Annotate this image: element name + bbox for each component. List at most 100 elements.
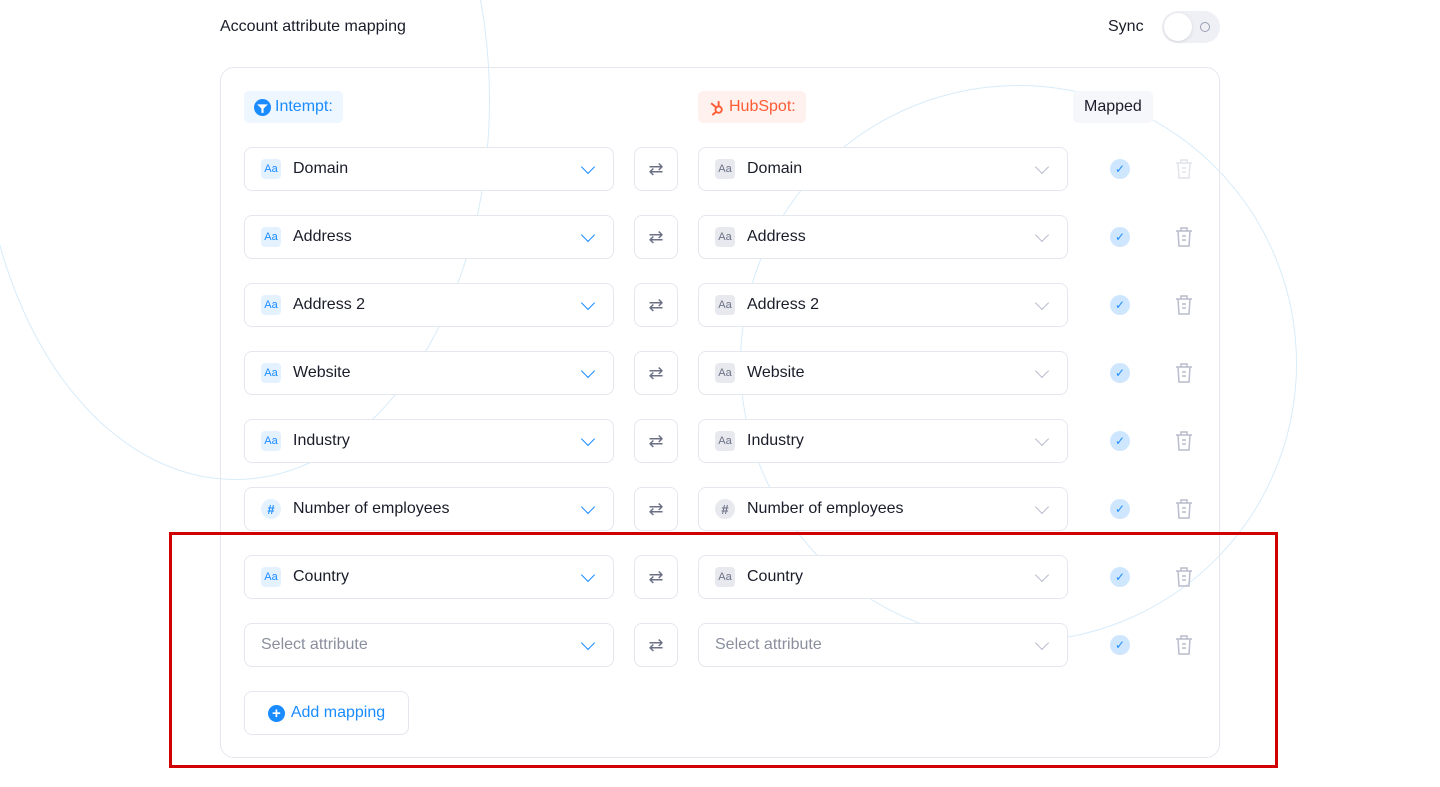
mapping-card: [220, 67, 1220, 758]
mapped-check-icon[interactable]: ✓: [1110, 227, 1130, 247]
swap-arrows-icon: ⇄: [648, 362, 664, 383]
hubspot-attribute-select[interactable]: Aa Website: [698, 351, 1068, 395]
text-type-icon: Aa: [715, 159, 735, 179]
intempt-attribute-select[interactable]: Aa Domain: [244, 147, 614, 191]
mapped-check-icon[interactable]: ✓: [1110, 295, 1130, 315]
left-attribute-value: Domain: [293, 160, 349, 177]
hubspot-attribute-select[interactable]: Aa Country: [698, 555, 1068, 599]
swap-button[interactable]: ⇄: [634, 623, 678, 667]
intempt-attribute-select[interactable]: Aa Address 2: [244, 283, 614, 327]
delete-row-trash-icon[interactable]: [1174, 158, 1194, 185]
swap-button[interactable]: ⇄: [634, 419, 678, 463]
hubspot-attribute-select[interactable]: Aa Address: [698, 215, 1068, 259]
intempt-attribute-select[interactable]: Aa Country: [244, 555, 614, 599]
left-attribute-value: Country: [293, 568, 350, 585]
section-title: Account attribute mapping: [220, 18, 406, 35]
mapped-check-icon[interactable]: ✓: [1110, 499, 1130, 519]
chevron-down-icon: [1034, 227, 1050, 243]
text-type-icon: Aa: [261, 159, 281, 179]
number-type-icon: #: [261, 499, 281, 519]
right-attribute-value: Industry: [747, 432, 804, 449]
chevron-down-icon: [580, 431, 596, 447]
swap-button[interactable]: ⇄: [634, 555, 678, 599]
plus-circle-icon: +: [267, 704, 285, 722]
chevron-down-icon: [1034, 499, 1050, 515]
mapped-check-icon[interactable]: ✓: [1110, 635, 1130, 655]
hubspot-attribute-select[interactable]: Aa Address 2: [698, 283, 1068, 327]
text-type-icon: Aa: [715, 567, 735, 587]
swap-arrows-icon: ⇄: [648, 566, 664, 587]
hubspot-logo-icon: [710, 100, 723, 116]
intempt-label: Intempt:: [275, 98, 333, 115]
chevron-down-icon: [1034, 295, 1050, 311]
intempt-attribute-select[interactable]: Aa Address: [244, 215, 614, 259]
chevron-down-icon: [580, 635, 596, 651]
delete-row-trash-icon[interactable]: [1174, 430, 1194, 457]
swap-button[interactable]: ⇄: [634, 283, 678, 327]
text-type-icon: Aa: [261, 431, 281, 451]
swap-button[interactable]: ⇄: [634, 215, 678, 259]
chevron-down-icon: [1034, 159, 1050, 175]
text-type-icon: Aa: [715, 295, 735, 315]
intempt-logo-icon: [254, 98, 271, 116]
hubspot-label: HubSpot:: [729, 98, 796, 115]
swap-arrows-icon: ⇄: [648, 430, 664, 451]
intempt-attribute-select[interactable]: Aa Website: [244, 351, 614, 395]
chevron-down-icon: [580, 159, 596, 175]
swap-button[interactable]: ⇄: [634, 351, 678, 395]
right-attribute-value: Number of employees: [747, 500, 904, 517]
swap-arrows-icon: ⇄: [648, 294, 664, 315]
text-type-icon: Aa: [715, 363, 735, 383]
hubspot-attribute-select[interactable]: Aa Domain: [698, 147, 1068, 191]
chevron-down-icon: [580, 227, 596, 243]
text-type-icon: Aa: [715, 431, 735, 451]
mapped-check-icon[interactable]: ✓: [1110, 567, 1130, 587]
hubspot-attribute-select[interactable]: Aa Industry: [698, 419, 1068, 463]
delete-row-trash-icon[interactable]: [1174, 498, 1194, 525]
sync-toggle[interactable]: [1162, 11, 1220, 43]
intempt-attribute-select[interactable]: Aa Industry: [244, 419, 614, 463]
intempt-attribute-select[interactable]: # Number of employees: [244, 487, 614, 531]
delete-row-trash-icon[interactable]: [1174, 294, 1194, 321]
chevron-down-icon: [1034, 431, 1050, 447]
swap-button[interactable]: ⇄: [634, 147, 678, 191]
text-type-icon: Aa: [261, 227, 281, 247]
mapped-header: Mapped: [1073, 91, 1153, 123]
intempt-header: Intempt:: [244, 91, 343, 123]
text-type-icon: Aa: [261, 567, 281, 587]
mapped-check-icon[interactable]: ✓: [1110, 363, 1130, 383]
text-type-icon: Aa: [261, 295, 281, 315]
delete-row-trash-icon[interactable]: [1174, 226, 1194, 253]
swap-arrows-icon: ⇄: [648, 158, 664, 179]
chevron-down-icon: [1034, 363, 1050, 379]
text-type-icon: Aa: [261, 363, 281, 383]
right-attribute-value: Address: [747, 228, 806, 245]
hubspot-header: HubSpot:: [698, 91, 806, 123]
swap-arrows-icon: ⇄: [648, 634, 664, 655]
mapped-check-icon[interactable]: ✓: [1110, 159, 1130, 179]
left-attribute-value: Industry: [293, 432, 350, 449]
delete-row-trash-icon[interactable]: [1174, 362, 1194, 389]
add-mapping-button[interactable]: + Add mapping: [244, 691, 409, 735]
left-attribute-value: Address: [293, 228, 352, 245]
delete-row-trash-icon[interactable]: [1174, 634, 1194, 661]
intempt-attribute-select[interactable]: Select attribute: [244, 623, 614, 667]
number-type-icon: #: [715, 499, 735, 519]
hubspot-attribute-select[interactable]: # Number of employees: [698, 487, 1068, 531]
delete-row-trash-icon[interactable]: [1174, 566, 1194, 593]
hubspot-attribute-select[interactable]: Select attribute: [698, 623, 1068, 667]
left-attribute-placeholder: Select attribute: [261, 636, 368, 653]
mapped-check-icon[interactable]: ✓: [1110, 431, 1130, 451]
left-attribute-value: Number of employees: [293, 500, 450, 517]
left-attribute-value: Website: [293, 364, 351, 381]
sync-label: Sync: [1108, 18, 1144, 35]
swap-button[interactable]: ⇄: [634, 487, 678, 531]
swap-arrows-icon: ⇄: [648, 498, 664, 519]
right-attribute-value: Country: [747, 568, 804, 585]
chevron-down-icon: [580, 363, 596, 379]
chevron-down-icon: [580, 567, 596, 583]
chevron-down-icon: [1034, 567, 1050, 583]
toggle-off-indicator: [1200, 22, 1210, 32]
swap-arrows-icon: ⇄: [648, 226, 664, 247]
chevron-down-icon: [580, 295, 596, 311]
